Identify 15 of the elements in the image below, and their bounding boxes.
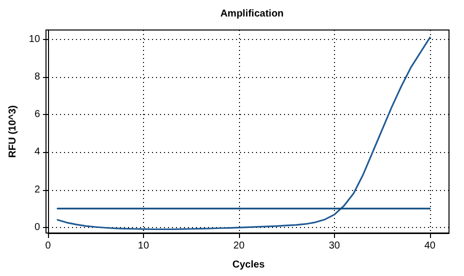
x-tick-label: 30 <box>328 240 340 252</box>
y-axis-title: RFU (10^3) <box>8 105 18 158</box>
x-tick-label: 20 <box>233 240 245 252</box>
x-axis-title: Cycles <box>232 260 266 270</box>
x-tick-label: 0 <box>45 240 52 252</box>
y-tick-label: 10 <box>28 34 40 45</box>
y-tick-label: 0 <box>34 222 40 233</box>
y-tick-label: 4 <box>34 146 40 158</box>
y-tick-label: 2 <box>34 184 40 196</box>
y-tick-label: 6 <box>34 109 40 120</box>
chart-title: Amplification <box>220 8 284 20</box>
line-series <box>56 36 431 230</box>
y-tick-label: 8 <box>34 71 40 82</box>
x-tick-label: 40 <box>424 240 436 252</box>
x-tick-label: 10 <box>138 240 150 252</box>
